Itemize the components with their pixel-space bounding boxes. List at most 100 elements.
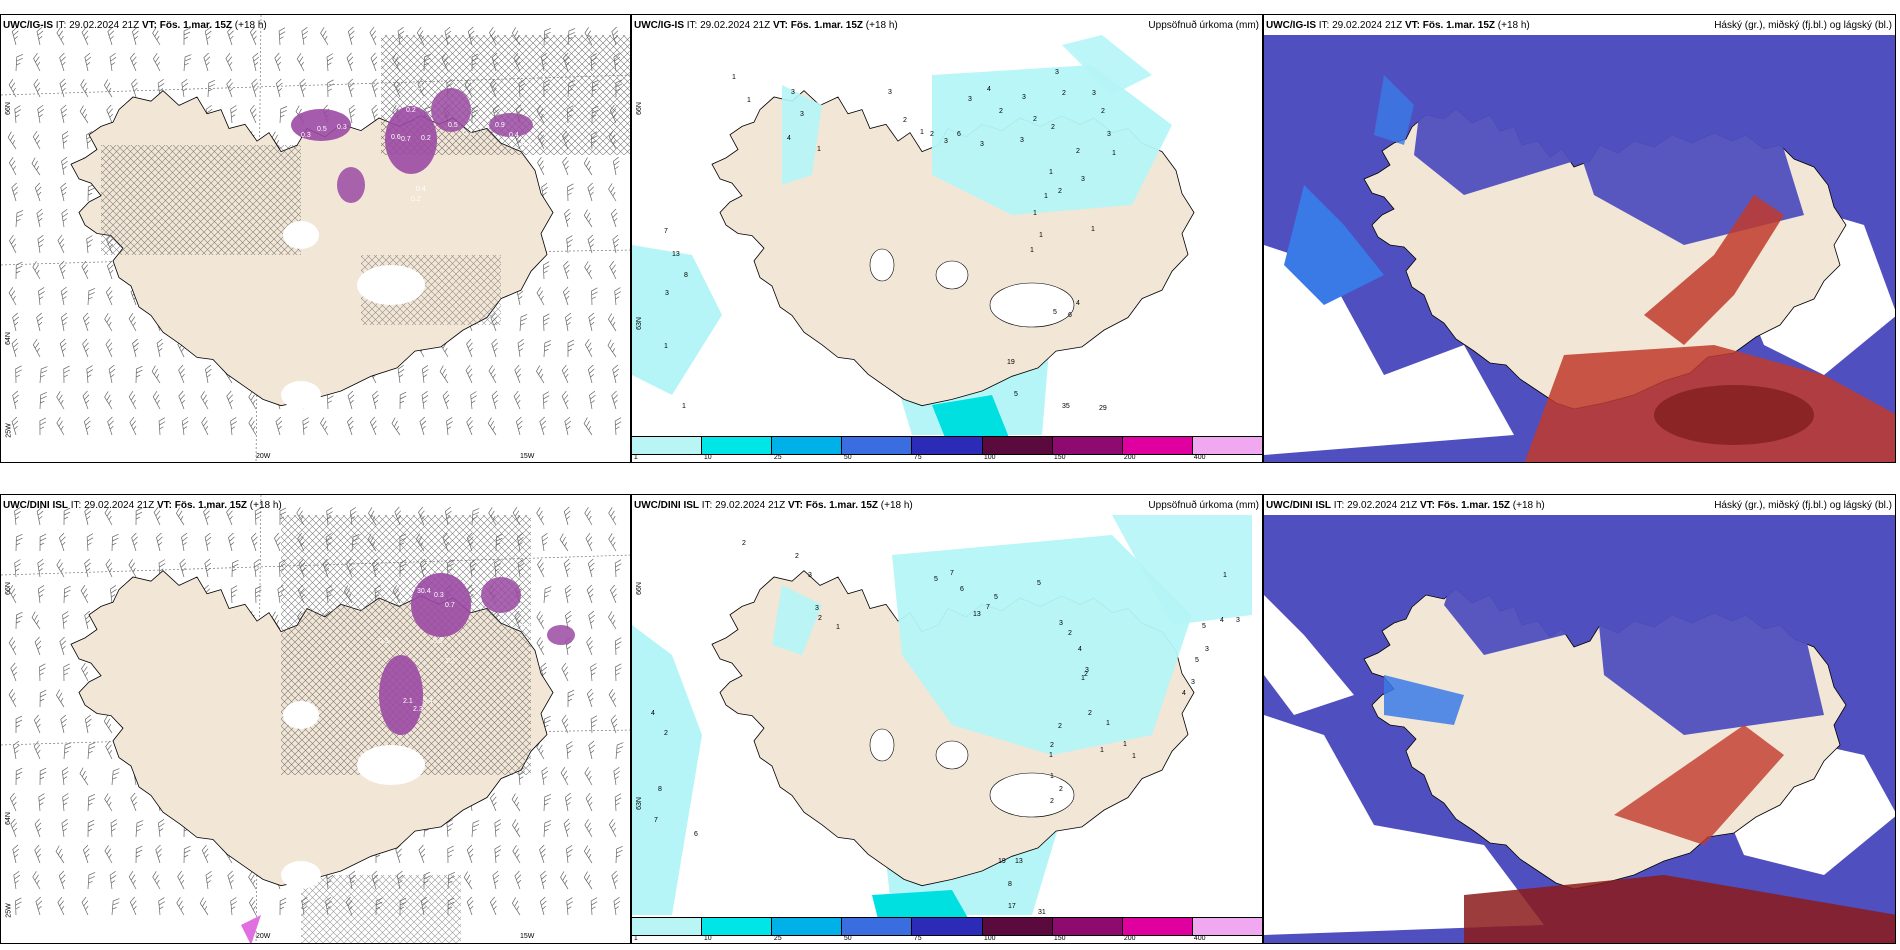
wind-barb: [178, 364, 185, 384]
precip-value: 2: [1068, 630, 1072, 637]
hatch-value: 3.4: [423, 698, 433, 705]
wind-barb: [517, 339, 525, 358]
wind-barb: [608, 507, 617, 526]
wind-barb: [13, 870, 21, 890]
panel-title: UWC/IG-IS IT: 29.02.2024 21Z VT: Fös. 1.…: [1266, 20, 1530, 31]
wind-barb: [614, 287, 621, 306]
wind-barb: [226, 390, 233, 410]
precip-value: 2: [1076, 148, 1080, 155]
colorbar-label: 25: [773, 935, 782, 942]
wind-barb: [536, 637, 545, 656]
wind-barb: [492, 870, 500, 890]
precip-value: 3: [800, 111, 804, 118]
precip-value: 1: [1039, 232, 1043, 239]
wind-barb: [278, 27, 286, 46]
precip-value: 5: [994, 594, 998, 601]
precip-value: 1: [1223, 572, 1227, 579]
panel-title: UWC/DINI ISL IT: 29.02.2024 21Z VT: Fös.…: [1266, 500, 1545, 511]
wind-barb: [613, 766, 621, 786]
wind-barb: [543, 794, 552, 812]
precip-value: 1: [732, 74, 736, 81]
wind-barb: [86, 235, 93, 254]
wind-barb: [371, 104, 379, 124]
precip-value: 3: [808, 572, 812, 579]
wind-barb: [181, 78, 189, 98]
wind-barb: [610, 584, 617, 604]
wind-barb: [105, 740, 113, 760]
vt-label: VT: Fös. 1.mar. 15Z: [1404, 20, 1496, 31]
wind-barb: [512, 819, 521, 838]
wind-barb: [608, 611, 617, 630]
wind-barb: [513, 390, 521, 410]
precip-value: 1: [682, 403, 686, 410]
wind-barb: [109, 53, 117, 72]
wind-barb: [15, 365, 22, 384]
wind-barb: [181, 417, 189, 436]
lead-time: (+18 h): [1512, 500, 1545, 511]
wind-barb: [36, 312, 43, 332]
wind-barb: [158, 897, 165, 916]
wind-barb: [15, 54, 24, 72]
wind-barb: [128, 391, 137, 410]
wind-barb: [82, 844, 90, 864]
wind-barb: [583, 157, 593, 176]
colorbar-label: 1: [633, 454, 638, 461]
precip-value: 3: [1020, 137, 1024, 144]
wind-barb: [32, 131, 41, 150]
wind-barb: [565, 312, 572, 332]
precip-value: 2: [1101, 108, 1105, 115]
wind-barb: [248, 391, 257, 410]
wind-barb: [109, 871, 117, 890]
wind-barb: [59, 260, 66, 280]
wind-barb: [156, 532, 163, 552]
precip-value: 17: [1008, 903, 1016, 910]
lead-time: (+18 h): [249, 500, 282, 511]
wind-barb: [82, 390, 90, 410]
precip-value: 4: [1078, 646, 1082, 653]
panel-title: UWC/DINI ISL IT: 29.02.2024 21Z VT: Fös.…: [634, 500, 913, 511]
precip-value: 3: [1022, 94, 1026, 101]
hatch-value: 0.6: [521, 624, 531, 631]
precip-value: 7: [986, 604, 990, 611]
wind-barb: [31, 157, 41, 176]
precip-value: 3: [665, 290, 669, 297]
wind-barb: [135, 365, 143, 384]
wind-barb: [87, 794, 96, 812]
wind-barb: [565, 610, 572, 630]
wind-barb: [543, 586, 552, 604]
wind-barb: [274, 532, 281, 552]
precip-value: 3: [980, 141, 984, 148]
precip-value: 8: [684, 272, 688, 279]
wind-barb: [11, 182, 19, 202]
wind-barb: [564, 792, 572, 812]
wind-barb: [588, 740, 596, 760]
hatch-value: 0.9: [433, 638, 443, 645]
hatch-value: 1.2: [445, 658, 455, 665]
wind-barb: [152, 391, 161, 410]
hatch-value: 0.7: [401, 136, 411, 143]
wind-barb: [203, 506, 210, 526]
wind-barb: [275, 78, 283, 98]
precip-value: 7: [664, 228, 668, 235]
wind-barb: [615, 845, 623, 864]
wind-barb: [157, 819, 165, 838]
wind-barb: [59, 52, 66, 72]
wind-barb: [608, 818, 617, 838]
wind-barb: [253, 559, 261, 578]
wind-barb: [204, 26, 212, 46]
wind-barb: [204, 532, 212, 552]
lon-label: 20W: [256, 933, 271, 940]
wind-barb: [8, 585, 17, 604]
lead-time: (+18 h): [865, 20, 898, 31]
lead-time: (+18 h): [880, 500, 913, 511]
wind-barb: [559, 533, 569, 552]
wind-barb: [60, 286, 68, 306]
wind-barb: [205, 871, 213, 890]
wind-barb: [128, 871, 137, 890]
vt-label: VT: Fös. 1.mar. 15Z: [787, 500, 879, 511]
colorbar-label: 75: [913, 935, 922, 942]
wind-barb: [82, 312, 90, 332]
wind-barb: [541, 533, 549, 552]
